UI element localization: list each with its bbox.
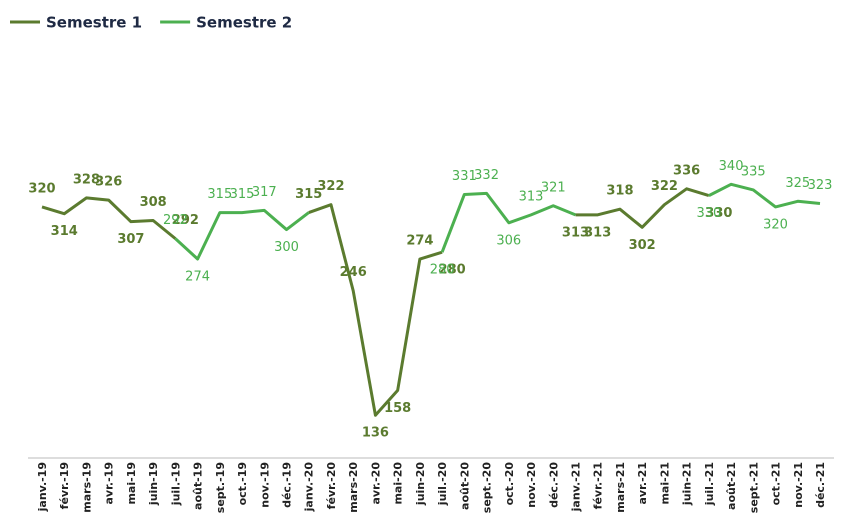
data-label: 320	[28, 181, 55, 196]
series-line	[708, 182, 821, 209]
data-label: 314	[51, 224, 78, 239]
data-label: 280	[430, 263, 455, 278]
x-tick-label: févr.-21	[592, 462, 605, 509]
data-label: 320	[763, 217, 788, 232]
x-tick-label: mars-21	[614, 462, 627, 513]
data-label: 328	[73, 172, 100, 187]
x-tick-label: déc.-21	[814, 462, 827, 508]
data-label: 302	[629, 238, 656, 253]
data-label: 300	[274, 240, 299, 255]
data-label: 330	[705, 206, 732, 221]
x-tick-label: mars-20	[347, 462, 360, 513]
series-line	[575, 187, 710, 229]
data-label: 330	[696, 206, 721, 221]
x-tick-label: avr.-19	[103, 462, 116, 505]
data-label: 315	[295, 187, 322, 202]
x-tick-label: avr.-20	[369, 462, 382, 505]
x-tick-label: févr.-20	[325, 462, 338, 510]
x-tick-label: juin-20	[414, 462, 427, 506]
data-label: 158	[384, 401, 411, 416]
data-label: 322	[651, 179, 678, 194]
data-label: 321	[541, 180, 566, 195]
x-tick-label: avr.-21	[636, 462, 649, 505]
series-line	[308, 203, 443, 417]
data-label: 274	[185, 270, 210, 285]
data-label: 136	[362, 426, 389, 441]
data-label: 292	[163, 213, 188, 228]
x-tick-label: sept.-19	[214, 462, 227, 513]
data-label: 317	[252, 185, 277, 200]
data-label: 315	[230, 187, 255, 202]
x-tick-label: nov.-21	[792, 462, 805, 508]
x-tick-label: juil.-19	[169, 462, 182, 506]
x-tick-label: nov.-20	[525, 462, 538, 508]
data-label: 246	[340, 265, 367, 280]
x-tick-label: mai-21	[658, 462, 671, 505]
x-tick-label: sept.-21	[747, 462, 760, 513]
data-label: 313	[584, 225, 611, 240]
x-tick-label: juil.-21	[703, 462, 716, 506]
data-label: 326	[95, 175, 122, 190]
x-tick-label: juin-19	[147, 462, 160, 506]
x-tick-label: oct.-21	[770, 462, 783, 505]
x-tick-label: janv.-19	[36, 462, 49, 512]
x-tick-label: déc.-19	[281, 462, 294, 508]
x-tick-label: mai-19	[125, 462, 138, 505]
x-tick-label: août-21	[725, 462, 738, 510]
x-tick-label: nov.-19	[258, 462, 271, 508]
x-tick-label: août-20	[458, 462, 471, 510]
data-label: 315	[207, 187, 232, 202]
data-label: 340	[719, 159, 744, 174]
data-label: 322	[317, 179, 344, 194]
x-tick-label: oct.-20	[503, 462, 516, 506]
data-label: 336	[673, 163, 700, 178]
series-line	[174, 208, 310, 261]
series-line	[41, 196, 177, 240]
series-line	[440, 191, 577, 253]
data-label: 331	[452, 169, 477, 184]
x-tick-label: oct.-19	[236, 462, 249, 505]
legend-label: Semestre 1	[46, 14, 142, 32]
x-tick-label: sept.-20	[481, 462, 494, 514]
data-label: 280	[439, 263, 466, 278]
data-label: 307	[117, 232, 144, 247]
x-tick-label: janv.-20	[303, 462, 316, 513]
data-label: 335	[741, 164, 766, 179]
data-label: 308	[140, 195, 167, 210]
x-tick-label: févr.-19	[58, 462, 71, 509]
x-tick-label: août-19	[192, 462, 205, 510]
data-label: 332	[474, 168, 499, 183]
data-label: 318	[606, 184, 633, 199]
legend-label: Semestre 2	[196, 14, 292, 32]
x-tick-label: janv.-21	[569, 462, 582, 512]
data-label: 292	[172, 213, 199, 228]
x-tick-label: mai-20	[392, 462, 405, 505]
x-tick-label: juil.-20	[436, 462, 449, 507]
data-label: 274	[406, 234, 433, 249]
data-label: 313	[519, 189, 544, 204]
data-label: 313	[562, 225, 589, 240]
x-tick-label: mars-19	[80, 462, 93, 513]
data-label: 306	[496, 233, 521, 248]
x-tick-label: juin-21	[681, 462, 694, 506]
data-label: 323	[808, 178, 833, 193]
x-tick-label: déc.-20	[547, 462, 560, 508]
data-label: 325	[785, 176, 810, 191]
